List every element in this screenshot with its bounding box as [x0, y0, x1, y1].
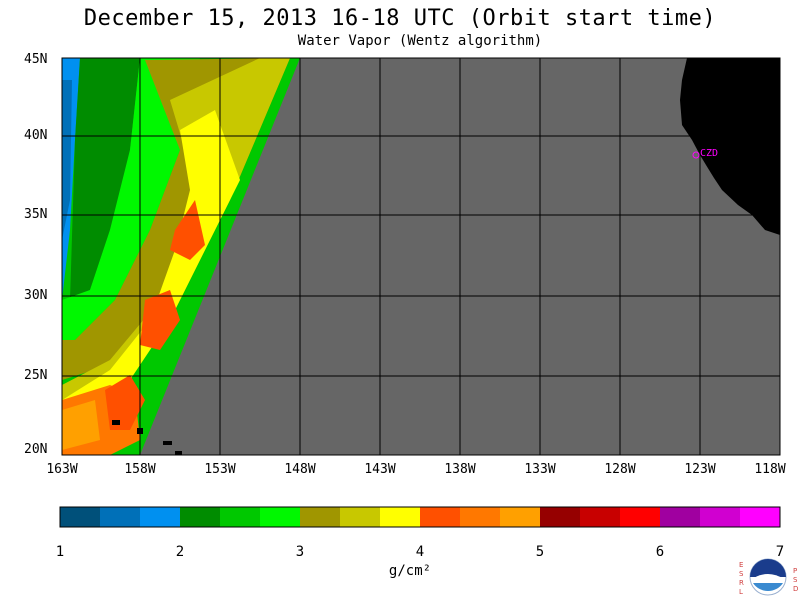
colorbar-tick-7: 7 [775, 544, 785, 560]
colorbar-swatch [580, 507, 620, 527]
lat-label-35n: 35N [24, 207, 48, 222]
colorbar-swatch [180, 507, 220, 527]
map-frame [61, 57, 781, 456]
colorbar-swatch [300, 507, 340, 527]
colorbar-tick-4: 4 [415, 544, 425, 560]
lon-label-128w: 128W [604, 462, 636, 477]
colorbar-swatch [100, 507, 140, 527]
logo-letter-l: L [739, 588, 743, 596]
lat-label-25n: 25N [24, 368, 48, 383]
logo-letter-e: E [739, 561, 744, 569]
grid-lines [62, 58, 780, 455]
colorbar-swatch [380, 507, 420, 527]
lat-label-30n: 30N [24, 288, 48, 303]
lon-label-148w: 148W [284, 462, 316, 477]
colorbar-swatch [140, 507, 180, 527]
lat-label-40n: 40N [24, 128, 48, 143]
colorbar-swatch [220, 507, 260, 527]
colorbar-tick-5: 5 [535, 544, 545, 560]
colorbar-tick-3: 3 [295, 544, 305, 560]
colorbar-swatch [540, 507, 580, 527]
island-maui [175, 451, 182, 455]
colorbar-tick-1: 1 [55, 544, 65, 560]
logo-letter-r: R [739, 579, 744, 587]
colorbar-swatch [260, 507, 300, 527]
lat-label-45n: 45N [24, 52, 48, 67]
colorbar-tick-2: 2 [175, 544, 185, 560]
colorbar-swatch [740, 507, 780, 527]
czd-label: CZD [700, 148, 718, 159]
logo-letter-d: D [793, 585, 799, 593]
lon-label-153w: 153W [204, 462, 236, 477]
lon-label-138w: 138W [444, 462, 476, 477]
island-molokai [163, 441, 172, 445]
colorbar-swatch [60, 507, 100, 527]
page-title: December 15, 2013 16-18 UTC (Orbit start… [83, 6, 717, 31]
colorbar-swatch [460, 507, 500, 527]
noaa-logo: E S R L P S D [737, 555, 799, 599]
logo-letter-s: S [739, 570, 744, 578]
colorbar-swatch [420, 507, 460, 527]
czd-marker [692, 151, 700, 159]
lat-label-20n: 20N [24, 442, 48, 457]
logo-letter-p: P [793, 567, 798, 575]
lon-label-158w: 158W [124, 462, 156, 477]
colorbar-tick-6: 6 [655, 544, 665, 560]
colorbar-swatch [700, 507, 740, 527]
lon-label-123w: 123W [684, 462, 716, 477]
lon-label-163w: 163W [46, 462, 78, 477]
colorbar-swatch [340, 507, 380, 527]
logo-letter-s2: S [793, 576, 798, 584]
lon-label-118w: 118W [754, 462, 786, 477]
colorbar-units: g/cm² [388, 563, 432, 579]
lon-label-133w: 133W [524, 462, 556, 477]
island-kauai [112, 420, 120, 425]
lon-label-143w: 143W [364, 462, 396, 477]
land-north-america [680, 58, 780, 235]
page-subtitle: Water Vapor (Wentz algorithm) [297, 33, 543, 49]
colorbar-swatch [500, 507, 540, 527]
colorbar-swatch [620, 507, 660, 527]
colorbar-swatch [660, 507, 700, 527]
colorbar-frame [59, 506, 781, 528]
colorbar [60, 507, 780, 527]
